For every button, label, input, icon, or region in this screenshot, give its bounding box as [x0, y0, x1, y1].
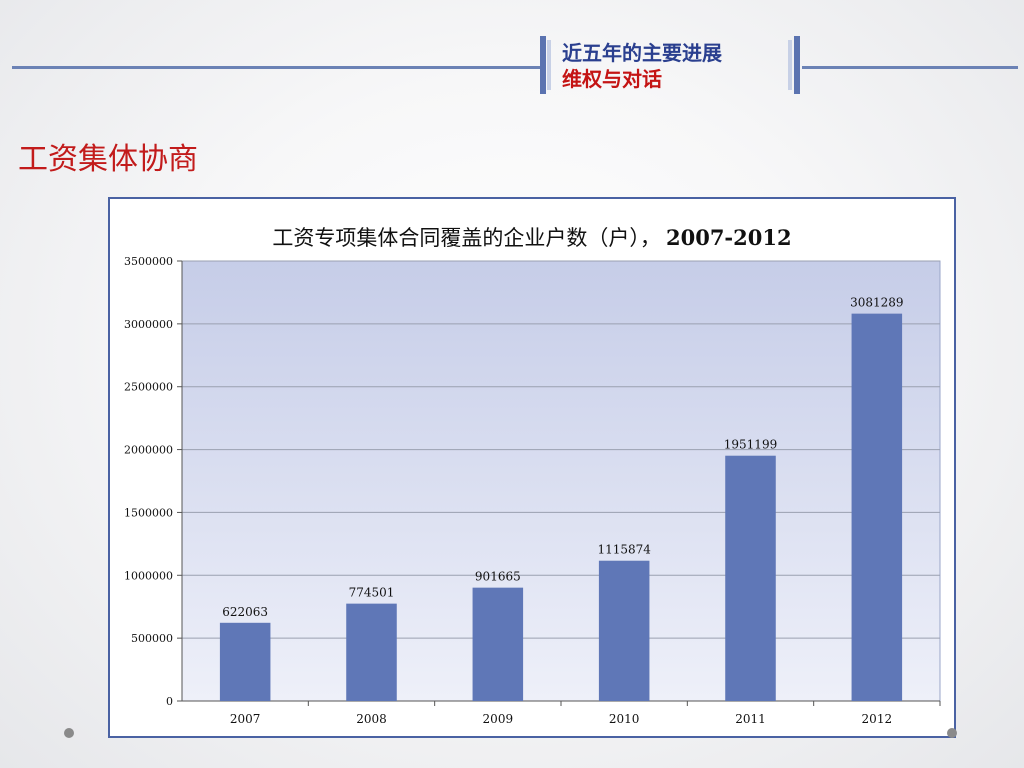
- header-rule-left: [12, 66, 540, 69]
- data-label-2012: 3081289: [850, 296, 903, 310]
- y-tick-label: 1000000: [124, 569, 173, 582]
- bar-chart: 工资专项集体合同覆盖的企业户数（户）， 2007-2012 0 500000 100…: [124, 225, 941, 726]
- bracket-right-icon: [788, 36, 800, 94]
- data-label-2009: 901665: [475, 570, 521, 584]
- y-tick-label: 1500000: [124, 506, 173, 519]
- section-badge-line2: 维权与对话: [562, 67, 662, 91]
- y-tick-label: 3500000: [124, 255, 173, 268]
- data-label-2008: 774501: [349, 586, 395, 600]
- bar-2012: [851, 313, 903, 701]
- section-badge: 近五年的主要进展 维权与对话: [540, 36, 802, 96]
- chart-title-main: 工资专项集体合同覆盖的企业户数（户），: [272, 226, 661, 250]
- section-badge-text: 近五年的主要进展 维权与对话: [562, 40, 722, 92]
- page-title: 工资集体协商: [18, 142, 198, 177]
- y-tick-label: 3000000: [124, 318, 173, 331]
- bar-2008: [346, 603, 397, 701]
- slide-dot-left: [64, 728, 74, 738]
- bar-2009: [472, 587, 524, 701]
- section-badge-line1: 近五年的主要进展: [562, 41, 722, 65]
- data-label-2011: 1951199: [724, 438, 777, 452]
- bracket-left-icon: [540, 36, 552, 94]
- data-label-2007: 622063: [222, 605, 268, 619]
- plot-area: [181, 260, 941, 702]
- y-tick-label: 500000: [131, 632, 173, 645]
- x-tick-label-2009: 2009: [483, 712, 514, 726]
- data-label-2010: 1115874: [597, 543, 651, 557]
- y-tick-label: 2500000: [124, 381, 173, 394]
- bar-2007: [219, 622, 271, 701]
- x-tick-label-2011: 2011: [735, 712, 766, 726]
- slide-dot-right: [947, 728, 957, 738]
- bar-2011: [725, 455, 776, 701]
- header-rule-right: [802, 66, 1018, 69]
- x-tick-label-2008: 2008: [356, 712, 387, 726]
- x-tick-label-2007: 2007: [230, 712, 261, 726]
- y-tick-label: 0: [166, 695, 173, 708]
- chart-frame: 工资专项集体合同覆盖的企业户数（户）， 2007-2012 0 500000 100…: [108, 197, 956, 738]
- x-tick-label-2012: 2012: [862, 712, 893, 726]
- y-tick-label: 2000000: [124, 444, 173, 457]
- x-tick-label-2010: 2010: [609, 712, 640, 726]
- bar-2010: [598, 560, 650, 701]
- chart-title: 工资专项集体合同覆盖的企业户数（户）， 2007-2012: [272, 225, 791, 250]
- chart-title-years: 2007-2012: [666, 225, 792, 250]
